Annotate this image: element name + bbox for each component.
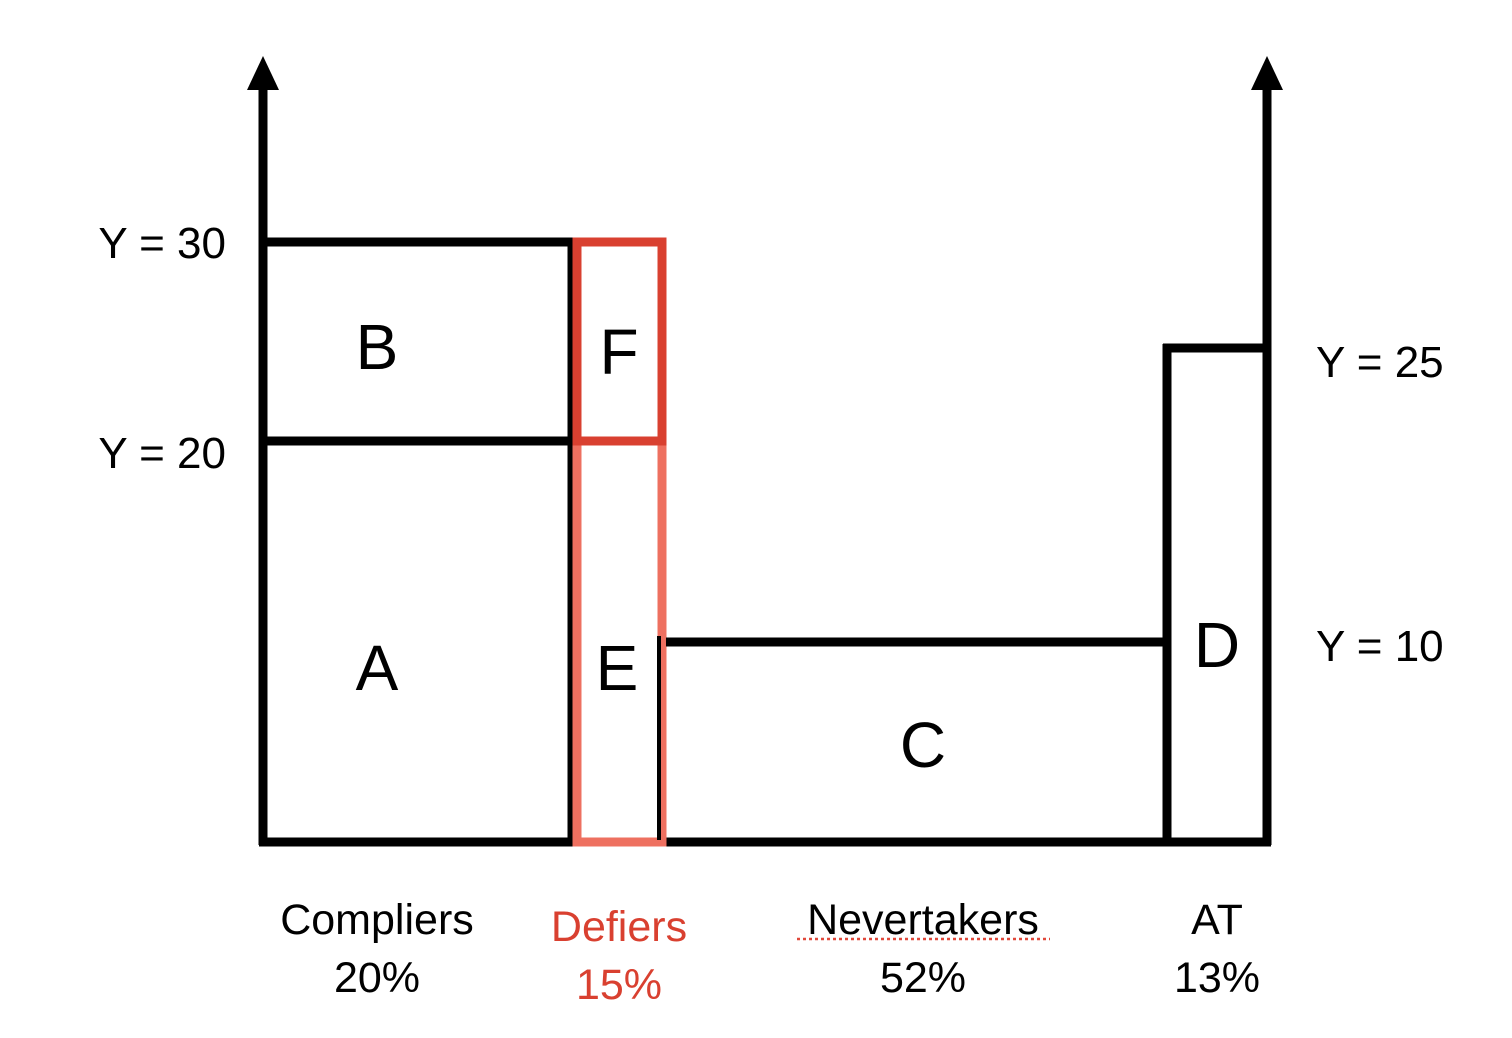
- region-d-label: D: [1194, 609, 1240, 681]
- nevertakers-name: Nevertakers: [807, 896, 1039, 944]
- compliers-share: 20%: [334, 954, 420, 1002]
- defiers-share: 15%: [576, 961, 662, 1009]
- defiers-upper-box: [572, 237, 667, 446]
- region-e-label: E: [596, 632, 639, 704]
- region-a-label: A: [356, 632, 399, 704]
- always-takers-share: 13%: [1174, 954, 1260, 1002]
- left-axis-arrowhead: [247, 56, 279, 90]
- region-c-label: C: [900, 709, 946, 781]
- region-f-label: F: [599, 316, 638, 388]
- y20-label: Y = 20: [98, 429, 226, 478]
- region-b-label: B: [356, 311, 399, 383]
- nevertakers-share: 52%: [880, 954, 966, 1002]
- y30-label: Y = 30: [98, 219, 226, 268]
- y25-label: Y = 25: [1316, 338, 1444, 387]
- y10-label: Y = 10: [1316, 622, 1444, 671]
- always-takers-name: AT: [1191, 896, 1243, 944]
- right-axis-arrowhead: [1251, 56, 1283, 90]
- defiers-name: Defiers: [551, 903, 687, 951]
- compliers-name: Compliers: [280, 896, 474, 944]
